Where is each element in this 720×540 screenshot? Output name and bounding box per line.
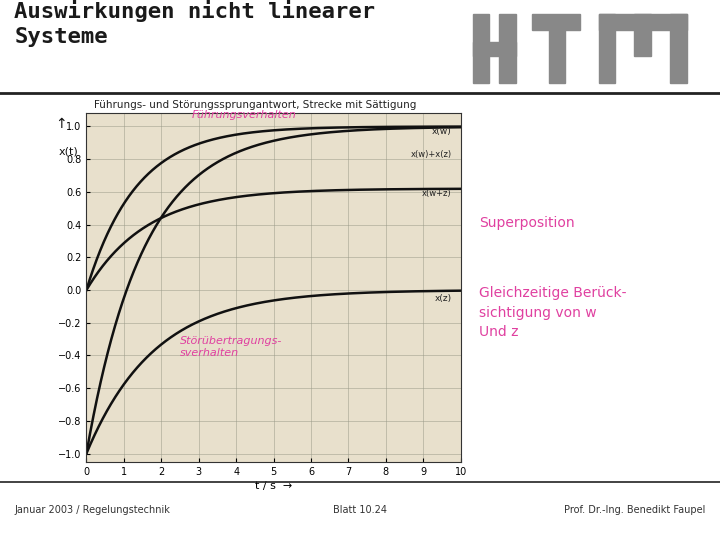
Text: Blatt 10.24: Blatt 10.24 [333,505,387,515]
Text: x(w)+x(z): x(w)+x(z) [410,150,451,159]
Text: x(w): x(w) [432,127,451,136]
Bar [473,42,516,56]
Text: Gleichzeitige Berück-
sichtigung von w
Und z: Gleichzeitige Berück- sichtigung von w U… [479,286,626,339]
Text: Störübertragungs-
sverhalten: Störübertragungs- sverhalten [180,336,282,358]
Text: x(w+z): x(w+z) [422,189,451,198]
Text: Prof. Dr.-Ing. Benedikt Faupel: Prof. Dr.-Ing. Benedikt Faupel [564,505,706,515]
Bar [599,14,616,83]
Bar [670,14,687,83]
Text: x(z): x(z) [434,294,451,303]
Text: Januar 2003 / Regelungstechnik: Januar 2003 / Regelungstechnik [14,505,170,515]
Bar [499,14,516,83]
Text: ↑: ↑ [55,117,67,131]
Bar [599,14,687,30]
Bar [549,30,565,83]
Text: Führungs- und Störungssprungantwort, Strecke mit Sättigung: Führungs- und Störungssprungantwort, Str… [94,100,416,110]
Text: Führungsverhalten: Führungsverhalten [192,110,296,120]
Bar [473,14,490,83]
X-axis label: t / s  →: t / s → [255,481,292,491]
Text: x(t): x(t) [58,146,78,156]
Bar [532,14,580,30]
Text: Auswirkungen nicht linearer
Systeme: Auswirkungen nicht linearer Systeme [14,0,376,47]
Text: Superposition: Superposition [479,216,575,230]
Bar [634,14,651,56]
